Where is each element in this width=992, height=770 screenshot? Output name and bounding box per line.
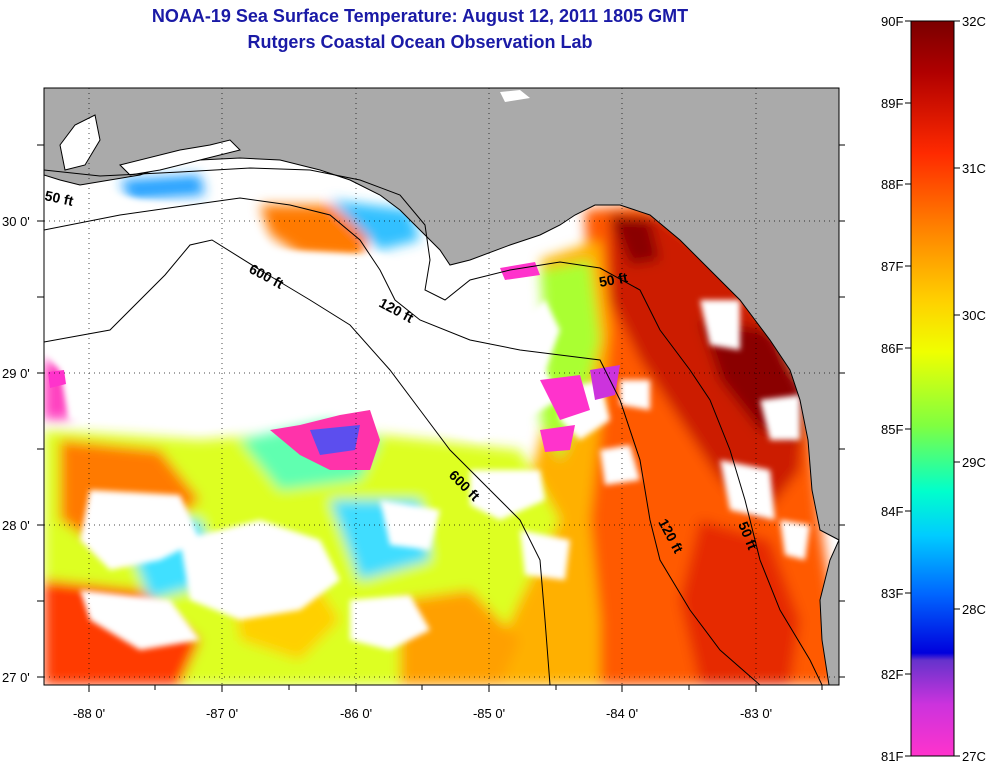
cb-f-label: 87F bbox=[881, 259, 903, 274]
cb-f-label: 81F bbox=[881, 749, 903, 764]
lat-label: 29 0' bbox=[2, 366, 30, 381]
cb-f-label: 90F bbox=[881, 14, 903, 29]
cb-f-label: 83F bbox=[881, 586, 903, 601]
cb-c-label: 29C bbox=[962, 455, 986, 470]
bathymetry-contours bbox=[44, 167, 823, 685]
lon-label: -88 0' bbox=[73, 706, 105, 721]
tick-marks bbox=[37, 144, 845, 692]
contour-label: 50 ft bbox=[43, 187, 75, 209]
lon-label: -84 0' bbox=[606, 706, 638, 721]
cb-c-label: 28C bbox=[962, 602, 986, 617]
cb-f-label: 84F bbox=[881, 504, 903, 519]
lon-label: -86 0' bbox=[340, 706, 372, 721]
lon-label: -85 0' bbox=[473, 706, 505, 721]
cold-patches bbox=[48, 262, 620, 470]
cb-c-label: 31C bbox=[962, 161, 986, 176]
map-frame: 50 ft 600 ft 120 ft 50 ft 600 ft 120 ft … bbox=[43, 88, 839, 685]
map-subtitle: Rutgers Coastal Ocean Observation Lab bbox=[247, 32, 593, 52]
cb-f-label: 86F bbox=[881, 341, 903, 356]
lat-label: 30 0' bbox=[2, 214, 30, 229]
cb-f-label: 82F bbox=[881, 667, 903, 682]
cb-f-label: 85F bbox=[881, 422, 903, 437]
colorbar-celsius-labels: 32C 31C 30C 29C 28C 27C bbox=[962, 14, 986, 764]
longitude-labels: -88 0' -87 0' -86 0' -85 0' -84 0' -83 0… bbox=[73, 706, 772, 721]
lon-label: -87 0' bbox=[206, 706, 238, 721]
latitude-labels: 30 0' 29 0' 28 0' 27 0' bbox=[2, 214, 30, 685]
cb-c-label: 32C bbox=[962, 14, 986, 29]
colorbar-fahrenheit-labels: 90F 89F 88F 87F 86F 85F 84F 83F 82F 81F bbox=[881, 14, 903, 764]
lat-label: 28 0' bbox=[2, 518, 30, 533]
contour-label: 50 ft bbox=[598, 269, 629, 290]
cb-f-label: 88F bbox=[881, 177, 903, 192]
colorbar-gradient bbox=[910, 20, 955, 757]
map-title: NOAA-19 Sea Surface Temperature: August … bbox=[151, 6, 689, 26]
lon-label: -83 0' bbox=[740, 706, 772, 721]
cb-c-label: 27C bbox=[962, 749, 986, 764]
cb-c-label: 30C bbox=[962, 308, 986, 323]
lat-label: 27 0' bbox=[2, 670, 30, 685]
cb-f-label: 89F bbox=[881, 96, 903, 111]
colorbar: 90F 89F 88F 87F 86F 85F 84F 83F 82F 81F … bbox=[881, 14, 986, 764]
